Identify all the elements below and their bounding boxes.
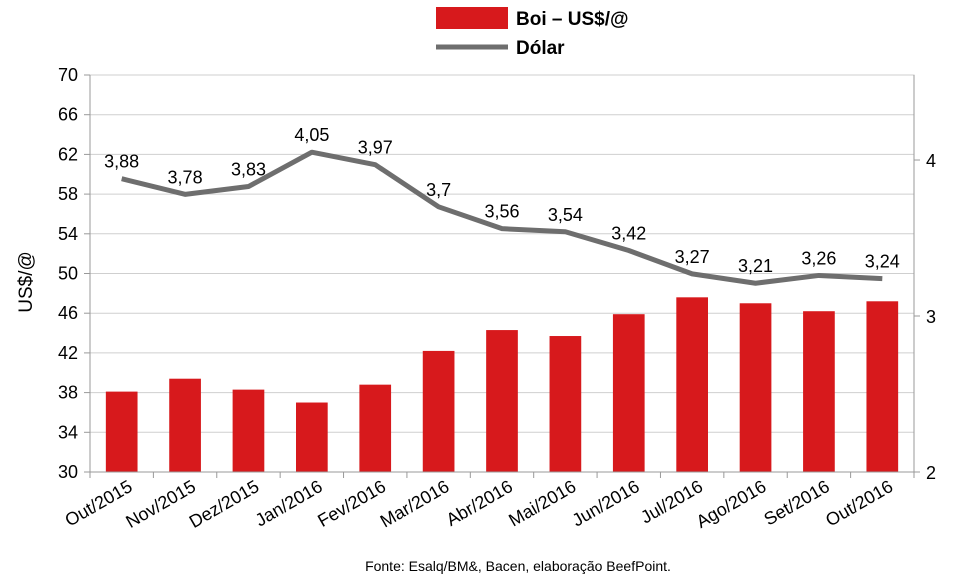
bar [739,303,772,472]
legend-label-dolar: Dólar [516,38,565,59]
data-label: 3,27 [675,247,710,267]
data-label: 3,54 [548,205,583,225]
source-note: Fonte: Esalq/BM&, Bacen, elaboração Beef… [365,558,671,574]
y-tick-label: 34 [58,422,78,442]
bar [422,350,455,472]
data-labels: 3,88 3,78 3,83 4,05 3,97 3,7 3,56 3,54 3,42 3,27 3… [104,125,900,276]
x-tick-label: Mar/2016 [377,476,453,531]
y-tick-label: 38 [58,383,78,403]
y-tick-label: 66 [58,105,78,125]
data-label: 3,56 [484,202,519,222]
bar [105,391,138,472]
x-tick-label: Jun/2016 [569,476,643,530]
x-tick-label: Mai/2016 [505,476,579,530]
legend-swatch-boi [436,7,508,29]
y2-tick-label: 4 [926,151,936,171]
bar [803,311,835,472]
data-label: 3,21 [738,256,773,276]
data-label: 3,7 [426,180,451,200]
y-tick-label: 30 [58,462,78,482]
x-tick-label: Out/2016 [822,476,896,530]
data-label: 3,24 [865,252,900,272]
y-tick-label: 50 [58,264,78,284]
bar-series [105,297,899,472]
y2-tick-label: 3 [926,307,936,327]
data-label: 3,26 [801,248,836,268]
x-tick-label: Abr/2016 [443,476,516,530]
legend: Boi – US$/@ Dólar [436,7,629,59]
bar [359,384,392,472]
data-label: 3,83 [231,160,266,180]
x-tick-label: Set/2016 [761,476,833,529]
line-series [121,149,883,286]
bar [866,301,899,472]
y2-tick-label: 2 [926,463,936,483]
bar [549,336,582,472]
y-tick-label: 54 [58,224,78,244]
bar [169,378,201,472]
legend-label-boi: Boi – US$/@ [516,9,629,30]
y-tick-label: 58 [58,184,78,204]
x-tick-label: Ago/2016 [693,476,770,532]
data-label: 3,78 [168,167,203,187]
x-tick-label: Out/2015 [62,476,136,530]
y-tick-label: 62 [58,144,78,164]
y-axis-title: US$/@ [16,251,37,313]
x-tick-label: Nov/2015 [122,476,199,532]
y-tick-label: 46 [58,303,78,323]
x-tick-label: Fev/2016 [314,476,389,531]
bar [612,314,645,472]
data-label: 4,05 [294,125,329,145]
x-tick-label: Dez/2015 [186,476,263,532]
y-tick-label: 70 [58,65,78,85]
y-tick-label: 42 [58,343,78,363]
data-label: 3,88 [104,152,139,172]
data-label: 3,42 [611,223,646,243]
x-tick-label: Jan/2016 [252,476,326,530]
data-label: 3,97 [358,138,393,158]
bar [486,330,518,472]
bar [232,389,265,472]
bar [676,297,708,472]
bar [296,402,328,472]
